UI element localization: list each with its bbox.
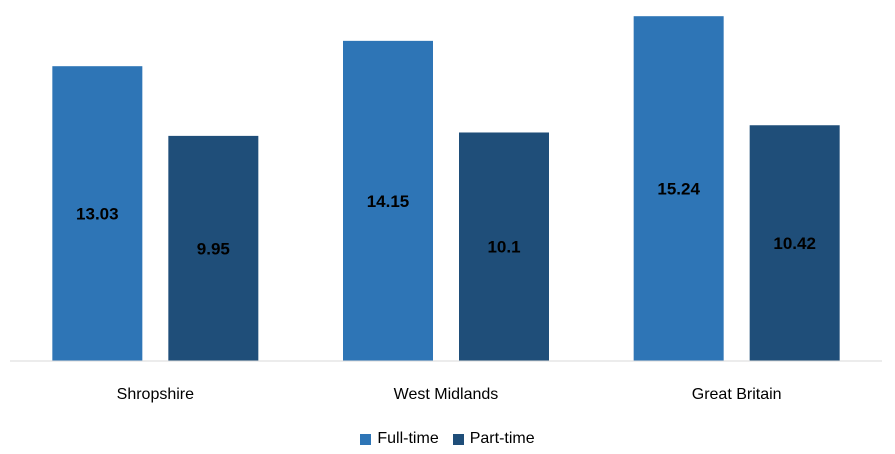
bar-part-time-shropshire [168, 135, 259, 361]
legend-label-full-time: Full-time [377, 430, 439, 447]
data-labels-group: 13.03 9.95 14.15 10.1 15.24 10.42 [76, 180, 816, 259]
legend-item-full-time: Full-time [360, 430, 439, 448]
bars-group [52, 16, 840, 361]
category-label-west-midlands: West Midlands [394, 386, 499, 403]
category-label-shropshire: Shropshire [117, 386, 194, 403]
legend-swatch-full-time [360, 433, 372, 445]
data-label-full-time-west-midlands: 14.15 [367, 192, 410, 211]
bar-full-time-shropshire [52, 66, 143, 361]
data-label-part-time-west-midlands: 10.1 [487, 238, 520, 257]
legend-item-part-time: Part-time [452, 430, 535, 448]
bar-part-time-west-midlands [459, 132, 549, 361]
data-label-part-time-shropshire: 9.95 [197, 239, 230, 258]
bar-full-time-great-britain [633, 16, 724, 361]
data-label-part-time-great-britain: 10.42 [773, 234, 816, 253]
bar-part-time-great-britain [749, 125, 840, 361]
data-label-full-time-shropshire: 13.03 [76, 205, 119, 224]
legend-label-part-time: Part-time [469, 430, 535, 447]
data-label-full-time-great-britain: 15.24 [657, 180, 700, 199]
legend-swatch-part-time [452, 433, 464, 445]
bar-full-time-west-midlands [343, 40, 433, 361]
category-label-great-britain: Great Britain [692, 386, 782, 403]
legend: Full-time Part-time [0, 430, 895, 448]
category-labels-group: Shropshire West Midlands Great Britain [117, 386, 782, 403]
